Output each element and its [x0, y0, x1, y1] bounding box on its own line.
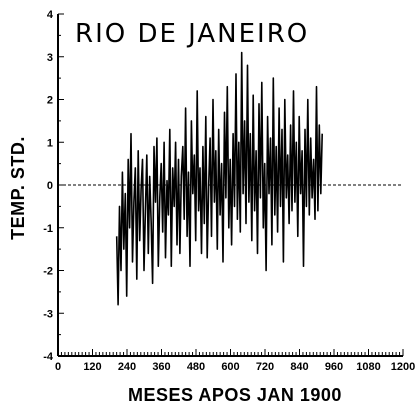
y-tick-label: 3	[47, 52, 53, 64]
y-tick-label: 2	[47, 95, 53, 107]
x-tick-label: 480	[187, 361, 205, 373]
x-tick-label: 0	[55, 361, 61, 373]
y-tick-label: -2	[43, 266, 53, 278]
x-tick-label: 240	[118, 361, 136, 373]
chart-title: RIO DE JANEIRO	[75, 19, 309, 49]
x-tick-label: 840	[290, 361, 308, 373]
y-tick-label: 0	[47, 180, 53, 192]
y-tick-label: -1	[43, 223, 53, 235]
x-tick-label: 720	[256, 361, 274, 373]
y-tick-label: -3	[43, 308, 53, 320]
x-tick-label: 360	[152, 361, 170, 373]
y-axis-title: TEMP. STD.	[8, 136, 28, 240]
ticks-group: 0 120 240 360 480 600 720 840 960 1080 1200-4-3-2-…	[43, 9, 415, 373]
x-tick-label: 1200	[391, 361, 415, 373]
series-line-0	[115, 51, 323, 306]
x-tick-label: 960	[325, 361, 343, 373]
y-tick-label: 1	[47, 137, 53, 149]
x-tick-label: 1080	[356, 361, 380, 373]
y-tick-label: 4	[47, 9, 54, 21]
x-tick-label: 120	[83, 361, 101, 373]
series-group	[115, 51, 323, 306]
x-axis-title: MESES APOS JAN 1900	[128, 385, 342, 405]
y-tick-label: -4	[43, 351, 54, 363]
x-tick-label: 600	[221, 361, 239, 373]
